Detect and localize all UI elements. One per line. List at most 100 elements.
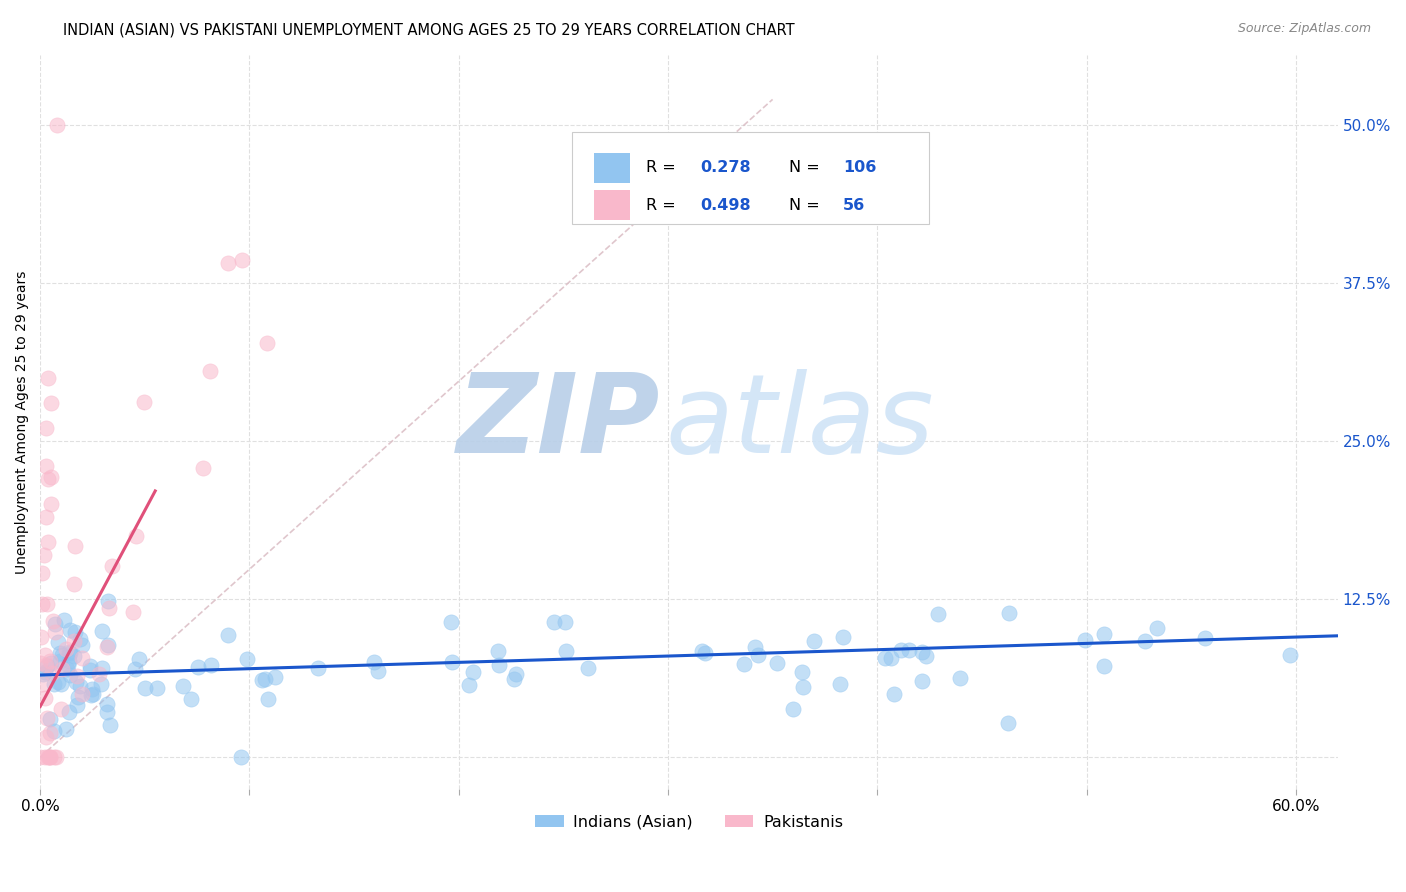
- Text: atlas: atlas: [665, 368, 934, 475]
- Indians (Asian): [250, 673, 273, 687]
- Pakistanis: [132, 395, 155, 409]
- Indians (Asian): [82, 682, 104, 697]
- Pakistanis: [34, 548, 56, 562]
- Pakistanis: [89, 666, 111, 681]
- Pakistanis: [39, 396, 62, 410]
- Indians (Asian): [67, 690, 90, 704]
- Indians (Asian): [96, 705, 118, 719]
- Indians (Asian): [830, 677, 852, 691]
- Indians (Asian): [457, 678, 479, 692]
- Pakistanis: [39, 654, 62, 668]
- Pakistanis: [39, 750, 62, 764]
- Indians (Asian): [55, 723, 77, 737]
- Pakistanis: [231, 252, 253, 267]
- Indians (Asian): [65, 674, 87, 689]
- Pakistanis: [125, 529, 148, 543]
- Indians (Asian): [910, 673, 932, 688]
- Text: Source: ZipAtlas.com: Source: ZipAtlas.com: [1237, 22, 1371, 36]
- Pakistanis: [34, 731, 56, 745]
- Pakistanis: [34, 750, 56, 764]
- Pakistanis: [63, 539, 86, 553]
- Indians (Asian): [59, 647, 82, 661]
- Indians (Asian): [124, 662, 146, 676]
- Indians (Asian): [690, 644, 713, 658]
- Indians (Asian): [56, 658, 79, 673]
- Text: N =: N =: [789, 197, 825, 212]
- Pakistanis: [191, 461, 214, 475]
- Indians (Asian): [180, 692, 202, 706]
- Indians (Asian): [69, 679, 91, 693]
- Indians (Asian): [51, 648, 73, 662]
- Text: ZIP: ZIP: [457, 368, 661, 475]
- FancyBboxPatch shape: [595, 153, 630, 184]
- Indians (Asian): [911, 645, 934, 659]
- Indians (Asian): [488, 657, 510, 672]
- Text: R =: R =: [645, 161, 681, 176]
- Pakistanis: [37, 472, 59, 486]
- Indians (Asian): [49, 646, 72, 660]
- Indians (Asian): [440, 615, 463, 629]
- FancyBboxPatch shape: [572, 132, 929, 224]
- Indians (Asian): [873, 650, 896, 665]
- Pakistanis: [122, 605, 145, 619]
- Indians (Asian): [96, 638, 118, 652]
- Indians (Asian): [997, 715, 1019, 730]
- Indians (Asian): [1094, 627, 1116, 641]
- Pakistanis: [42, 614, 65, 628]
- Indians (Asian): [128, 651, 150, 665]
- Indians (Asian): [42, 677, 65, 691]
- Indians (Asian): [34, 665, 56, 679]
- Indians (Asian): [543, 615, 565, 629]
- Indians (Asian): [555, 644, 578, 658]
- Indians (Asian): [790, 665, 813, 679]
- Indians (Asian): [880, 651, 903, 665]
- Pakistanis: [30, 630, 52, 644]
- Indians (Asian): [307, 661, 329, 675]
- Indians (Asian): [461, 665, 484, 679]
- Indians (Asian): [79, 663, 101, 677]
- Pakistanis: [70, 687, 93, 701]
- Indians (Asian): [766, 656, 789, 670]
- Indians (Asian): [70, 638, 93, 652]
- Text: 0.278: 0.278: [700, 161, 751, 176]
- Indians (Asian): [146, 681, 169, 695]
- Pakistanis: [42, 750, 65, 764]
- Indians (Asian): [1146, 622, 1168, 636]
- Indians (Asian): [69, 632, 91, 647]
- Indians (Asian): [65, 698, 87, 712]
- Pakistanis: [30, 656, 52, 670]
- Indians (Asian): [486, 644, 509, 658]
- Pakistanis: [44, 624, 66, 639]
- Indians (Asian): [58, 706, 80, 720]
- Pakistanis: [31, 677, 53, 691]
- Text: 56: 56: [844, 197, 866, 212]
- Pakistanis: [37, 535, 59, 549]
- Indians (Asian): [440, 656, 463, 670]
- Pakistanis: [35, 459, 58, 474]
- Indians (Asian): [236, 652, 259, 666]
- Pakistanis: [62, 634, 84, 648]
- Pakistanis: [31, 566, 53, 580]
- Pakistanis: [45, 118, 67, 132]
- Indians (Asian): [187, 660, 209, 674]
- Indians (Asian): [832, 630, 855, 644]
- Indians (Asian): [1074, 633, 1097, 648]
- Pakistanis: [66, 668, 89, 682]
- Pakistanis: [35, 597, 58, 611]
- Pakistanis: [39, 497, 62, 511]
- Indians (Asian): [803, 633, 825, 648]
- Indians (Asian): [915, 648, 938, 663]
- Pakistanis: [41, 665, 63, 680]
- FancyBboxPatch shape: [595, 190, 630, 220]
- Indians (Asian): [693, 647, 716, 661]
- Pakistanis: [31, 597, 53, 611]
- Indians (Asian): [134, 681, 156, 695]
- Y-axis label: Unemployment Among Ages 25 to 29 years: Unemployment Among Ages 25 to 29 years: [15, 270, 30, 574]
- Indians (Asian): [576, 661, 599, 675]
- Text: INDIAN (ASIAN) VS PAKISTANI UNEMPLOYMENT AMONG AGES 25 TO 29 YEARS CORRELATION C: INDIAN (ASIAN) VS PAKISTANI UNEMPLOYMENT…: [63, 22, 794, 37]
- Pakistanis: [51, 701, 73, 715]
- Indians (Asian): [46, 635, 69, 649]
- Indians (Asian): [890, 642, 912, 657]
- Indians (Asian): [79, 659, 101, 673]
- Indians (Asian): [367, 664, 389, 678]
